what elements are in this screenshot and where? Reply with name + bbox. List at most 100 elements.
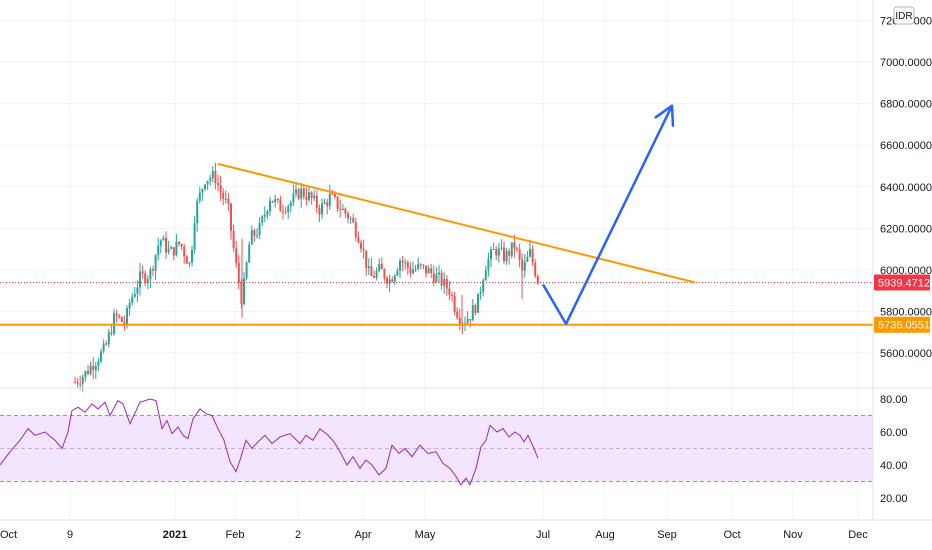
last-price-badge: 5939.4712 [874, 274, 930, 291]
candle-body [133, 293, 136, 297]
candle-body [302, 188, 305, 197]
candle-body [435, 274, 438, 283]
candle-body [399, 260, 401, 271]
candle-body [271, 200, 274, 203]
candle-body [227, 198, 230, 204]
candle-body [484, 270, 487, 281]
candle-body [516, 248, 518, 250]
candle-body [458, 317, 461, 325]
candle-body [222, 192, 225, 199]
rsi-line[interactable] [0, 398, 539, 486]
time-axis[interactable]: Oct 9 2021 Feb 2 Apr May Jul Aug Sep Oct Nov Dec [0, 529, 868, 541]
candle-body [336, 196, 339, 209]
candle-body [170, 247, 173, 249]
candle-body [258, 222, 261, 236]
candle-body [263, 214, 266, 217]
rsi-tick-label: 60.00 [880, 427, 908, 439]
projection-arrow[interactable] [541, 104, 675, 326]
candle-body [393, 275, 396, 282]
candle-body [209, 178, 212, 181]
candle-body [505, 251, 508, 262]
candle-body [401, 260, 404, 263]
candle-body [198, 192, 201, 201]
candle-body [250, 230, 253, 245]
candle-body [347, 213, 349, 219]
candle-body [74, 382, 76, 384]
rsi-tick-label: 80.00 [880, 394, 908, 406]
candle-body [341, 208, 344, 210]
candle-body [417, 264, 420, 269]
time-tick-label: Dec [848, 529, 868, 541]
candle-body [360, 242, 362, 249]
candle-body [349, 218, 352, 220]
candle-body [240, 282, 243, 305]
candle-body [451, 294, 453, 296]
candle-body [81, 376, 84, 384]
candle-body [261, 216, 264, 223]
candle-body [232, 230, 235, 249]
candle-body [334, 194, 336, 197]
candle-body [328, 193, 331, 206]
candle-body [466, 318, 469, 324]
candle-body [367, 266, 370, 269]
time-tick-label: Sep [657, 529, 677, 541]
candle-body [120, 316, 123, 322]
candle-body [115, 313, 118, 316]
candle-body [487, 259, 490, 271]
resistance-trendline[interactable] [217, 162, 696, 284]
candle-body [406, 262, 409, 269]
candle-body [362, 248, 365, 251]
candle-body [508, 251, 511, 256]
candle-body [531, 249, 534, 263]
candle-body [482, 280, 485, 292]
candle-body [518, 248, 521, 260]
candle-body [425, 265, 427, 274]
candle-body [123, 321, 126, 325]
candle-body [118, 315, 121, 317]
candle-body [492, 249, 495, 251]
candle-body [211, 170, 214, 179]
candle-body [235, 248, 238, 263]
candle-body [253, 230, 256, 236]
candle-body [383, 269, 386, 279]
rsi-tick-label: 20.00 [880, 493, 908, 505]
candle-body [422, 264, 425, 266]
candle-body [113, 313, 115, 334]
price-tick-label: 6400.0000 [880, 182, 932, 194]
candle-body [456, 311, 459, 318]
price-tick-label: 6000.0000 [880, 265, 932, 277]
time-tick-label: 2021 [163, 529, 187, 541]
candle-body [282, 211, 284, 213]
price-axis[interactable]: 6000.0000 6200.0000 6400.0000 6600.0000 6800… [880, 16, 932, 361]
candle-body [191, 249, 193, 263]
candle-body [477, 293, 479, 313]
candles[interactable] [74, 162, 539, 392]
last-price-label: 5939.4712 [878, 277, 930, 289]
candle-body [430, 268, 433, 273]
candle-body [87, 370, 89, 374]
candle-body [287, 206, 290, 213]
candle-body [102, 343, 105, 352]
candle-body [375, 270, 378, 278]
candle-body [308, 192, 310, 200]
currency-badge[interactable]: IDR [893, 6, 915, 25]
candle-body [479, 291, 482, 294]
candle-body [105, 343, 108, 345]
candle-body [89, 365, 92, 374]
rsi-pane[interactable] [0, 398, 873, 486]
candle-body [352, 218, 355, 223]
projection-path[interactable] [541, 105, 674, 326]
candle-body [84, 370, 87, 377]
candle-body [193, 223, 196, 250]
candle-body [497, 248, 500, 256]
candle-body [152, 269, 154, 271]
candle-body [110, 332, 113, 334]
candle-body [432, 272, 435, 283]
candle-body [292, 193, 295, 203]
candle-body [396, 270, 399, 276]
rsi-axis[interactable]: 80.00 60.00 40.00 20.00 [880, 394, 908, 505]
candle-body [159, 240, 162, 246]
candle-body [154, 255, 157, 271]
candle-body [172, 247, 175, 256]
